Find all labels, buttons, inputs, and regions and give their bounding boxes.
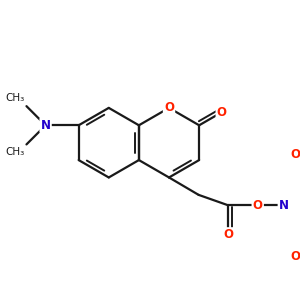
Text: N: N xyxy=(279,199,289,212)
Text: N: N xyxy=(40,119,51,132)
Text: O: O xyxy=(223,228,233,242)
Text: O: O xyxy=(291,148,300,161)
Text: CH₃: CH₃ xyxy=(5,147,25,157)
Text: O: O xyxy=(164,101,174,114)
Text: O: O xyxy=(217,106,227,119)
Text: CH₃: CH₃ xyxy=(5,93,25,103)
Text: O: O xyxy=(291,250,300,263)
Text: O: O xyxy=(253,199,263,212)
